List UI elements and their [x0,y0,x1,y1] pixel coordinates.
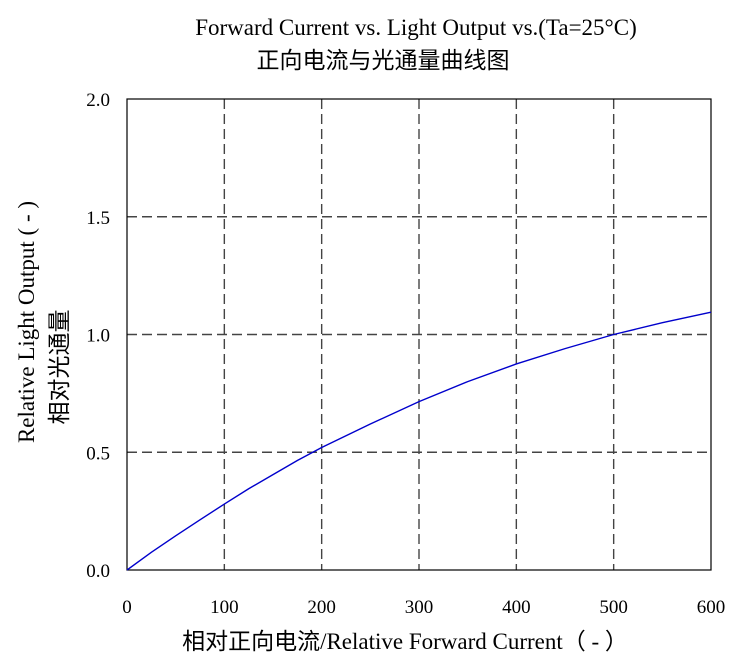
x-tick-label-1: 100 [210,597,239,618]
y-tick-label-4: 2.0 [86,90,110,111]
x-tick-label-5: 500 [599,597,628,618]
y-tick-label-3: 1.5 [86,208,110,229]
series-line-0 [126,311,712,571]
y-axis-title-cn: 相对光通量 [47,310,72,425]
y-tick-label-2: 1.0 [86,326,110,347]
y-axis-title: Relative Light Output ( - ) [14,201,39,443]
x-tick-label-2: 200 [307,597,336,618]
plot-area: 0 100 200 300 400 500 600 0.0 0.5 1.0 1.5 2.0 [86,90,725,618]
chart-title: Forward Current vs. Light Output vs.(Ta=… [195,15,637,40]
y-tick-label-1: 0.5 [86,443,110,464]
plot-frame [126,98,712,571]
y-tick-label-0: 0.0 [86,561,110,582]
x-axis-title: 相对正向电流/Relative Forward Current（ - ） [182,629,628,654]
x-tick-label-3: 300 [405,597,434,618]
y-axis-title-group: Relative Light Output ( - ) [14,201,39,443]
x-tick-label-6: 600 [697,597,726,618]
chart-subtitle: 正向电流与光通量曲线图 [257,48,510,73]
y-axis-title-cn-group: 相对光通量 [47,310,72,425]
x-tick-label-4: 400 [502,597,531,618]
x-tick-label-0: 0 [122,597,132,618]
